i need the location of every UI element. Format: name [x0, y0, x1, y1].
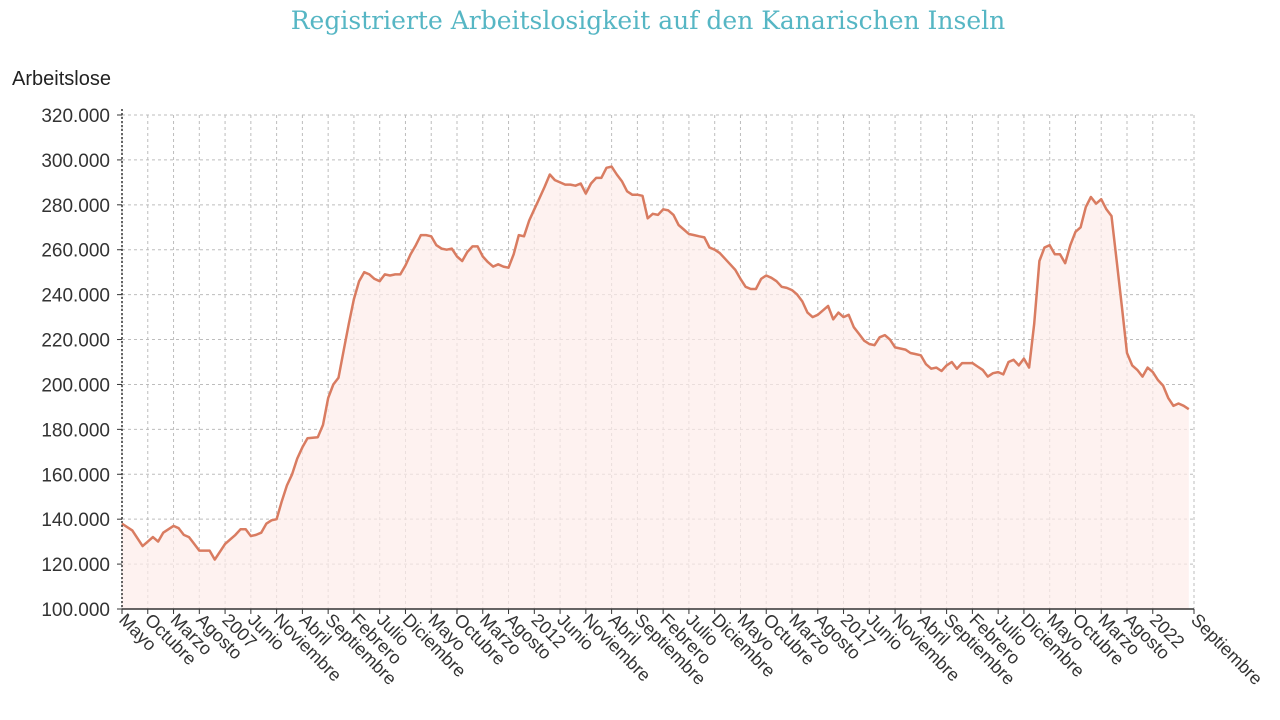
- series-area-fill: [122, 166, 1189, 609]
- y-tick-label: 120.000: [41, 555, 110, 576]
- y-tick-label: 240.000: [41, 286, 110, 307]
- chart-title: Registrierte Arbeitslosigkeit auf den Ka…: [290, 6, 1006, 35]
- y-tick-label: 160.000: [41, 465, 110, 486]
- y-tick-label: 300.000: [41, 151, 110, 172]
- y-tick-label: 140.000: [41, 510, 110, 531]
- y-tick-label: 100.000: [41, 600, 110, 621]
- y-tick-label: 260.000: [41, 241, 110, 262]
- series-line: [121, 165, 1190, 561]
- x-tick-label: Septiembre: [1187, 610, 1266, 689]
- axes: [117, 109, 1195, 614]
- y-tick-label: 200.000: [41, 375, 110, 396]
- y-axis-label: Arbeitslose: [12, 68, 111, 90]
- y-tick-label: 280.000: [41, 196, 110, 217]
- y-tick-labels: 100.000 120.000 140.000 160.000 180.000 200.0…: [41, 106, 110, 621]
- y-tick-label: 220.000: [41, 331, 110, 352]
- x-tick-labels: MayoOctubreMarzoAgosto2007JunioNoviembre…: [115, 610, 1266, 689]
- y-tick-label: 320.000: [41, 106, 110, 127]
- y-tick-label: 180.000: [41, 420, 110, 441]
